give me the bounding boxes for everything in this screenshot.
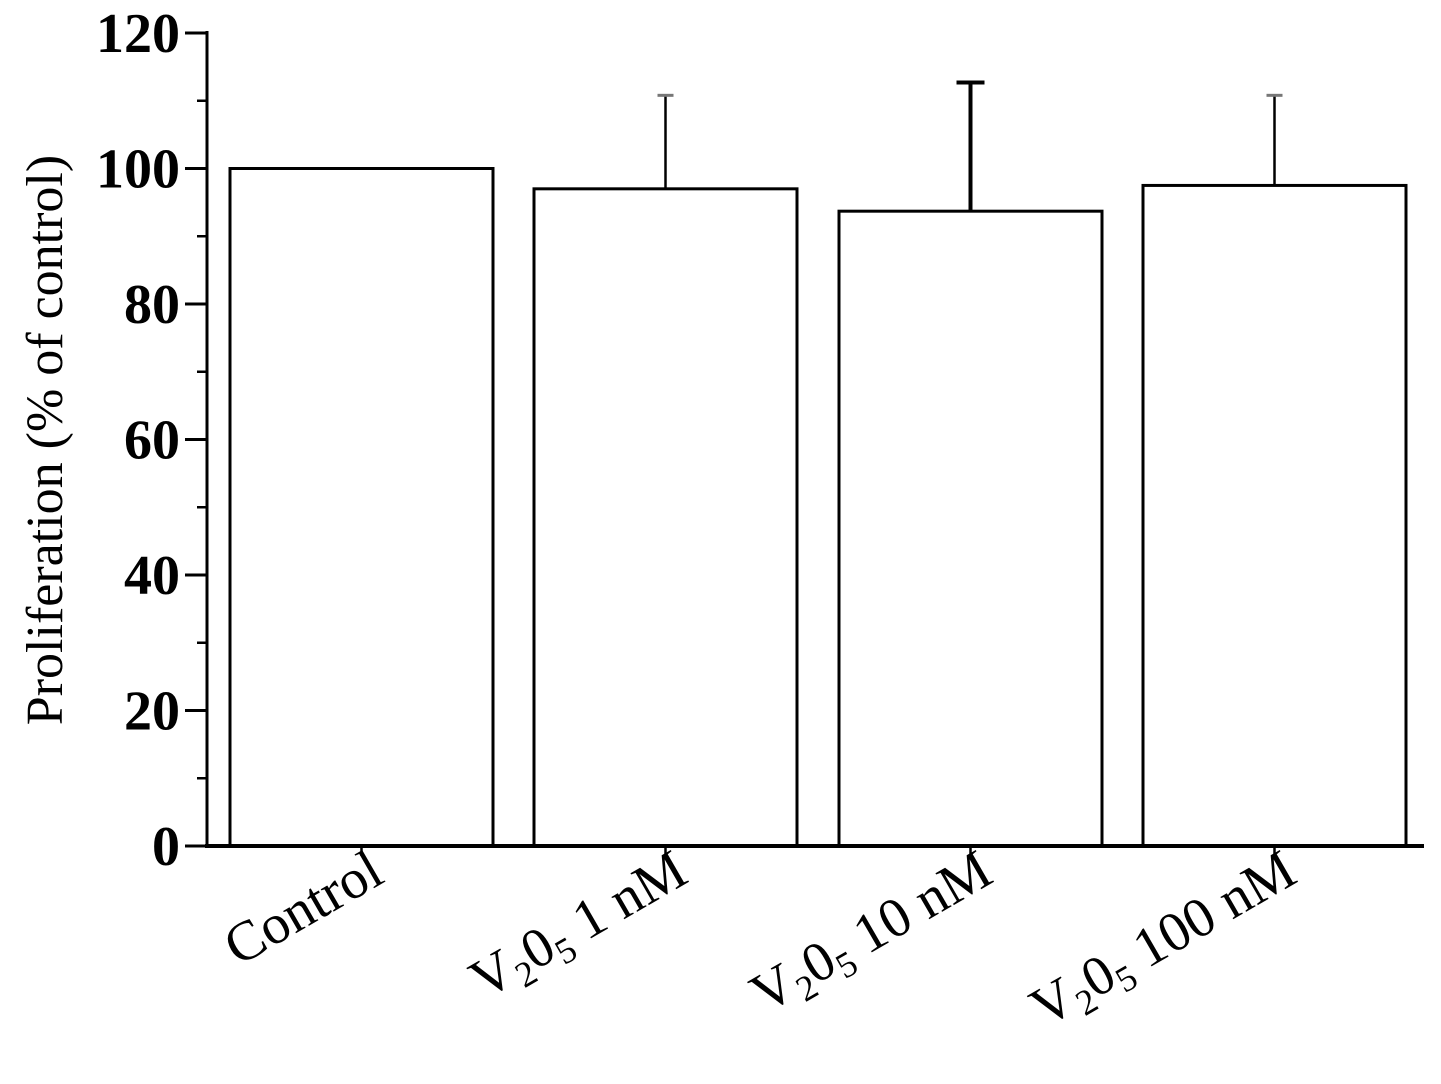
y-tick-label: 60 <box>124 410 180 472</box>
bar-1 <box>228 167 495 848</box>
bar-2 <box>532 187 799 848</box>
y-tick-label: 0 <box>152 816 180 878</box>
y-ticks-group: 0 20 40 60 80 100 120 <box>96 3 207 878</box>
x-tick-label-3: V205 10 nM <box>740 839 1004 1030</box>
x-tick-label-2: V205 1 nM <box>460 839 700 1016</box>
bar-3 <box>837 209 1104 848</box>
x-tick-label-1: Control <box>214 839 393 978</box>
bar-4 <box>1141 183 1408 848</box>
y-tick-label: 100 <box>96 139 180 201</box>
y-tick-label: 40 <box>124 545 180 607</box>
y-axis-label-group: Proliferation (% of control) <box>17 155 74 725</box>
y-tick-label: 120 <box>96 3 180 65</box>
x-tick-label-4: V205 100 nM <box>1020 839 1308 1044</box>
y-axis-label: Proliferation (% of control) <box>17 155 74 725</box>
y-tick-label: 80 <box>124 274 180 336</box>
bars-group <box>228 167 1408 848</box>
error-bars-group <box>657 80 1283 212</box>
y-tick-label: 20 <box>124 681 180 743</box>
